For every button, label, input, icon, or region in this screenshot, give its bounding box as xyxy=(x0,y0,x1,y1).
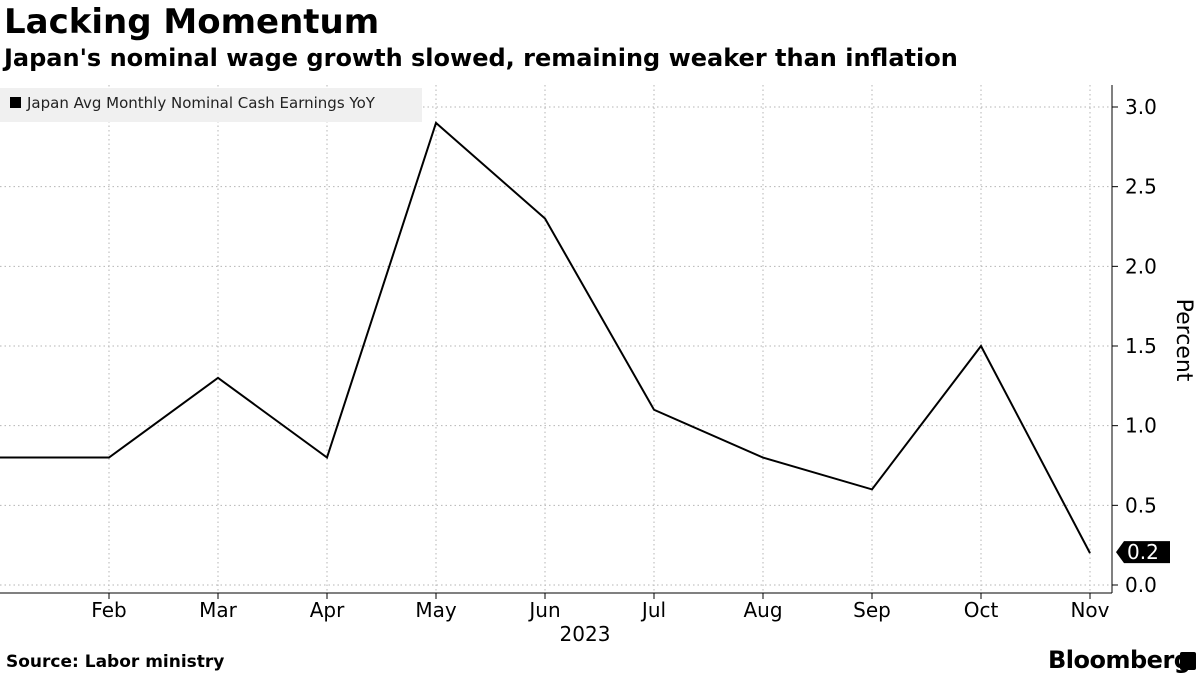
x-tick-label: Nov xyxy=(1070,598,1109,622)
legend-swatch xyxy=(10,97,21,108)
bloomberg-terminal-icon xyxy=(1180,652,1196,670)
y-tick-label: 0.5 xyxy=(1125,493,1157,517)
y-tick-label: 2.5 xyxy=(1125,175,1157,199)
x-tick-label: Apr xyxy=(310,598,345,622)
last-value-flag xyxy=(1116,541,1170,564)
y-tick-label: 3.0 xyxy=(1125,95,1157,119)
x-tick-label: Jun xyxy=(527,598,560,622)
y-tick-label: 0.0 xyxy=(1125,573,1157,597)
last-value-label: 0.2 xyxy=(1127,540,1159,564)
y-axis-label: Percent xyxy=(1171,299,1196,382)
x-tick-label: Sep xyxy=(853,598,891,622)
chart-title: Lacking Momentum xyxy=(4,2,380,42)
gridlines xyxy=(0,85,1112,593)
legend-label: Japan Avg Monthly Nominal Cash Earnings … xyxy=(26,94,376,112)
chart-subtitle: Japan's nominal wage growth slowed, rema… xyxy=(4,44,958,72)
x-tick-label: Aug xyxy=(743,598,782,622)
x-tick-label: Jul xyxy=(640,598,666,622)
y-tick-label: 2.0 xyxy=(1125,254,1157,278)
y-tick-label: 1.5 xyxy=(1125,334,1157,358)
x-tick-label: Feb xyxy=(91,598,126,622)
y-tick-label: 1.0 xyxy=(1125,414,1157,438)
x-tick-label: May xyxy=(415,598,457,622)
legend-box xyxy=(0,88,422,122)
series-layer xyxy=(0,121,1091,554)
bloomberg-logo: Bloomberg xyxy=(1048,646,1191,674)
axes: 0.0 0.5 1.0 1.5 2.0 2.5 3.0 Feb Mar Apr May Jun Jul A… xyxy=(0,85,1170,622)
source-note: Source: Labor ministry xyxy=(6,652,225,672)
x-tick-label: Oct xyxy=(964,598,999,622)
x-year-label: 2023 xyxy=(560,622,611,646)
x-tick-label: Mar xyxy=(199,598,238,622)
